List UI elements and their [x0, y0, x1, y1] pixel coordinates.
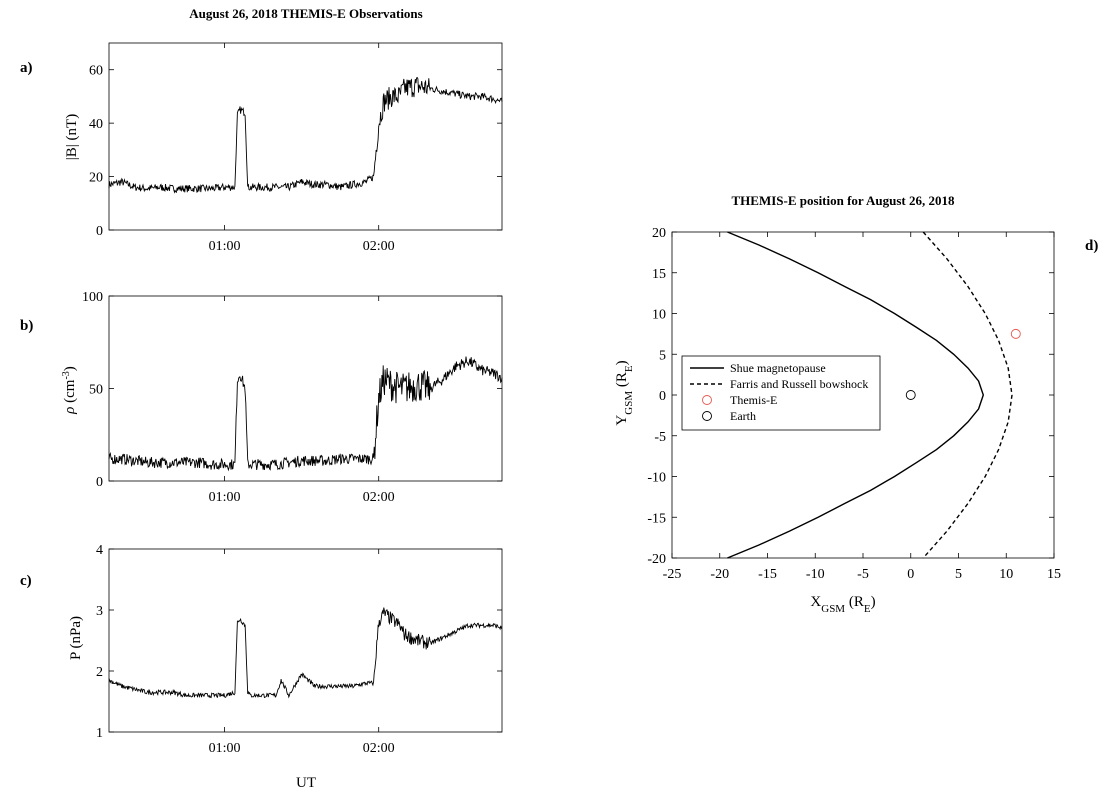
x-tick-label: -15 [758, 567, 777, 582]
marker-themis-e [1010, 328, 1021, 339]
y-tick-label: 5 [659, 348, 666, 363]
y-tick-label: 2 [96, 665, 103, 680]
y-tick-label: 10 [652, 308, 666, 323]
panel-d-position-plot: -25 -20 -15 -10 -5 0 5 10 15-20-15-10-505101520S… [647, 226, 1061, 582]
y-tick-label: 100 [82, 290, 103, 305]
y-tick-label: 15 [652, 267, 666, 282]
y-tick-label: 0 [96, 224, 103, 239]
panel-letter-d: d) [1085, 238, 1098, 254]
panel-a-ylabel: |B| (nT) [64, 114, 80, 160]
panel-c-ylabel: P (nPa) [68, 616, 84, 660]
y-tick-label: 0 [659, 389, 666, 404]
legend-label: Themis-E [730, 393, 777, 407]
y-tick-label: 60 [89, 64, 103, 79]
x-tick-label: 02:00 [363, 490, 395, 505]
panel-b-ylabel: ρ (cm-3) [61, 366, 79, 415]
y-tick-label: 4 [96, 543, 103, 558]
panel-letter-b: b) [20, 318, 33, 334]
legend-label: Farris and Russell bowshock [730, 377, 868, 391]
panel-b-density: 0 50 100 01:00 02:00 [82, 290, 503, 505]
panel-letter-a: a) [20, 60, 33, 76]
y-tick-label: 40 [89, 117, 103, 132]
x-tick-label: -20 [710, 567, 729, 582]
x-tick-label: 0 [907, 567, 914, 582]
x-tick-label: 10 [999, 567, 1013, 582]
panel-a-magnetic-field: 0 20 40 60 01:00 02:00 [89, 42, 503, 254]
curve-farris-and-russell-bowshock [922, 231, 1013, 559]
legend-label: Shue magnetopause [730, 361, 826, 375]
y-tick-label: -10 [647, 471, 666, 486]
y-tick-label: -5 [654, 430, 666, 445]
left-figure-title: August 26, 2018 THEMIS-E Observations [189, 6, 422, 21]
legend: Shue magnetopause Farris and Russell bows… [681, 355, 881, 431]
y-tick-label: 20 [652, 226, 666, 241]
series-line [108, 356, 503, 472]
panel-c-pressure: 1 2 3 4 01:00 02:00 [96, 543, 503, 756]
right-figure-title: THEMIS-E position for August 26, 2018 [732, 193, 955, 208]
series-line [108, 607, 502, 699]
plot-frame [108, 548, 503, 733]
x-tick-label: 15 [1047, 567, 1061, 582]
x-tick-label: 02:00 [363, 239, 395, 254]
panel-letter-c: c) [20, 573, 32, 589]
curve-shue-magnetopause [727, 231, 985, 559]
y-tick-label: 50 [89, 383, 103, 398]
panel-d-xlabel: XGSM (RE) [810, 594, 875, 615]
plot-frame [108, 42, 503, 231]
y-tick-label: -15 [647, 511, 666, 526]
x-tick-label: 01:00 [209, 239, 241, 254]
x-tick-label: 01:00 [209, 490, 241, 505]
x-tick-label: 02:00 [363, 741, 395, 756]
series-line [108, 76, 503, 194]
y-tick-label: 0 [96, 475, 103, 490]
y-tick-label: 20 [89, 171, 103, 186]
panel-d-ylabel: YGSM (RE) [614, 360, 635, 425]
y-tick-label: -20 [647, 552, 666, 567]
legend-marker [702, 395, 712, 405]
x-tick-label: -25 [663, 567, 682, 582]
x-tick-label: -5 [857, 567, 869, 582]
y-tick-label: 1 [96, 726, 103, 741]
y-tick-label: 3 [96, 604, 103, 619]
legend-marker [702, 411, 712, 421]
plot-frame [108, 295, 503, 482]
marker-earth [905, 390, 916, 400]
panel-c-xlabel: UT [296, 775, 316, 791]
x-tick-label: 01:00 [209, 741, 241, 756]
legend-label: Earth [730, 409, 756, 423]
x-tick-label: -10 [806, 567, 825, 582]
x-tick-label: 5 [955, 567, 962, 582]
